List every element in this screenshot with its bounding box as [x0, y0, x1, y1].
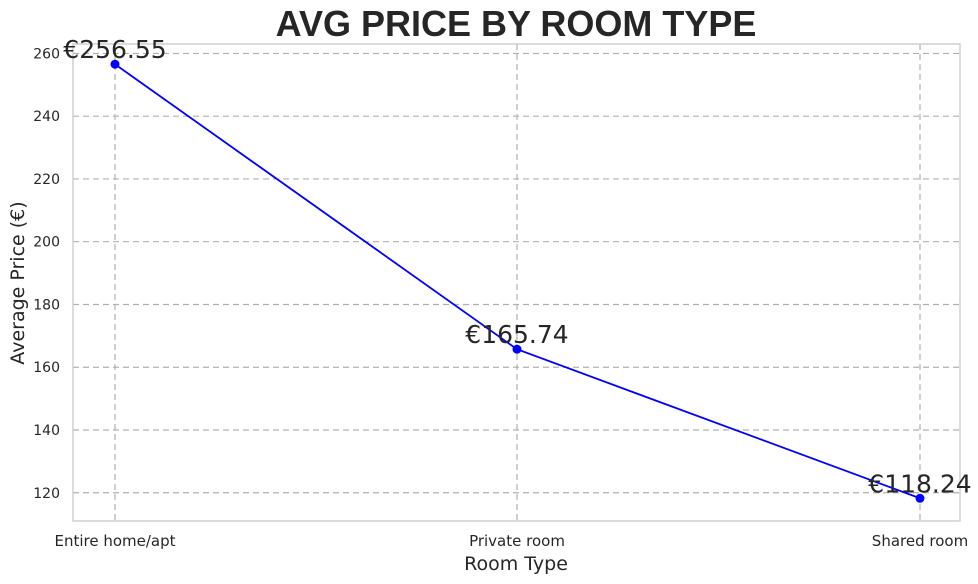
data-label: €165.74 — [465, 320, 568, 349]
series-average-price — [110, 59, 925, 503]
grid — [73, 44, 960, 521]
x-tick-label: Entire home/apt — [54, 532, 175, 550]
x-axis-label: Room Type — [464, 553, 568, 575]
y-tick-label: 140 — [33, 423, 60, 439]
data-point — [110, 59, 120, 69]
x-tick-label: Shared room — [872, 532, 968, 550]
x-axis-ticks: Entire home/apt Private room Shared room — [54, 532, 968, 550]
y-axis-ticks: 120 140 160 180 200 220 240 260 — [33, 46, 60, 501]
y-tick-label: 240 — [33, 109, 60, 125]
data-point — [512, 344, 522, 354]
data-label: €118.24 — [868, 469, 971, 498]
plot-frame — [72, 43, 961, 522]
data-labels: €256.55 €165.74 €118.24 — [63, 35, 971, 498]
y-tick-label: 220 — [33, 172, 60, 188]
data-label: €256.55 — [63, 35, 166, 64]
y-tick-label: 200 — [33, 235, 60, 251]
y-tick-label: 180 — [33, 297, 60, 313]
x-tick-label: Private room — [469, 532, 565, 550]
y-tick-label: 260 — [33, 46, 60, 62]
chart-title: AVG PRICE BY ROOM TYPE — [276, 3, 757, 44]
y-tick-label: 120 — [33, 486, 60, 502]
y-axis-label: Average Price (€) — [7, 201, 29, 364]
y-tick-label: 160 — [33, 360, 60, 376]
data-point — [915, 493, 925, 503]
